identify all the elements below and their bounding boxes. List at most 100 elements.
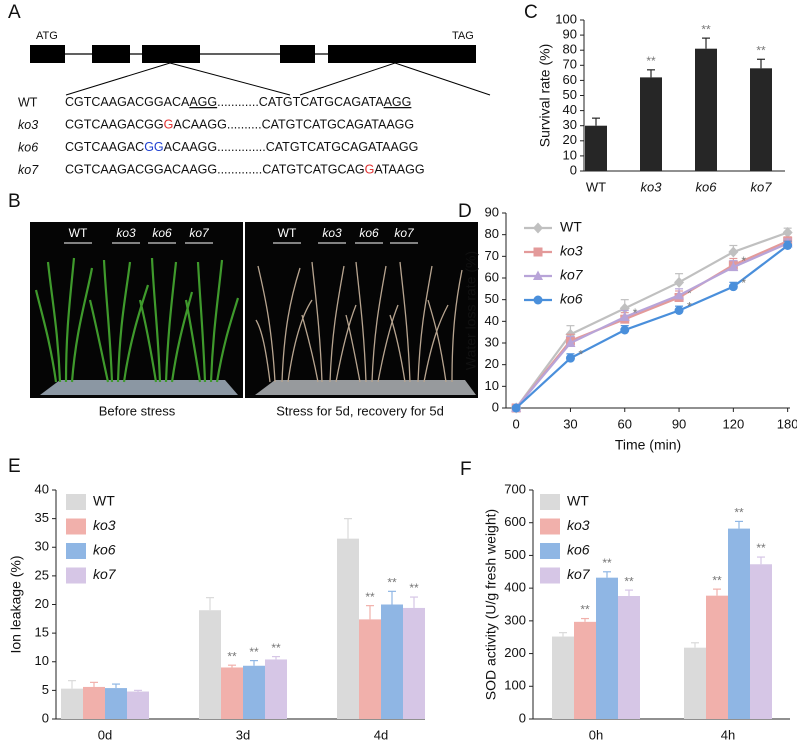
legend-label: ko3	[93, 517, 116, 533]
y-tick-label: 0	[42, 710, 49, 725]
error-bar	[735, 520, 743, 529]
y-tick-label: 10	[35, 653, 49, 668]
significance: **	[646, 54, 656, 68]
bar	[585, 125, 607, 171]
error-bar	[388, 590, 396, 605]
legend-label: ko6	[567, 542, 590, 558]
significance: **	[271, 641, 281, 655]
y-tick-label: 20	[485, 356, 499, 371]
y-axis-label: Water loss rate (%)	[463, 251, 479, 370]
sequence-segment: CGTCAAGACGGACA	[65, 95, 190, 109]
y-tick-label: 40	[563, 102, 577, 117]
error-bar	[366, 605, 374, 620]
error-bar	[134, 689, 142, 692]
legend-swatch	[540, 518, 560, 535]
significance: **	[387, 576, 397, 590]
significance: *	[687, 287, 692, 301]
x-tick-label: ko6	[696, 179, 718, 194]
photo-label: ko7	[189, 226, 210, 240]
x-tick-label: WT	[586, 179, 606, 194]
panel-label: D	[458, 201, 472, 222]
significance: **	[624, 574, 634, 588]
significance: **	[365, 590, 375, 604]
bar	[61, 688, 83, 719]
significance: **	[734, 506, 744, 520]
significance: *	[633, 306, 638, 320]
sequence: CGTCAAGACGGGACAAGG..........CATGTCATGCAG…	[65, 118, 414, 132]
line	[515, 231, 789, 409]
genotype-name: WT	[18, 95, 38, 109]
significance: **	[756, 43, 766, 57]
bar	[381, 604, 403, 719]
y-tick-label: 20	[563, 132, 577, 147]
x-tick-label: ko7	[751, 179, 773, 194]
bar	[750, 564, 772, 719]
error-bar	[702, 37, 710, 49]
line	[515, 242, 789, 409]
marker	[728, 246, 739, 258]
x-tick-label: 30	[563, 416, 577, 431]
x-tick-label: 0d	[98, 727, 112, 741]
panel-label: B	[8, 191, 21, 212]
stop-codon: TAG	[452, 30, 474, 42]
significance: *	[741, 254, 746, 268]
marker	[620, 325, 630, 335]
x-tick-label: 180	[777, 416, 797, 431]
sequence-segment: AGG	[384, 95, 412, 109]
sequence-segment: GG	[144, 140, 163, 154]
y-tick-label: 600	[504, 514, 526, 529]
y-tick-label: 0	[570, 162, 577, 177]
photo-label: ko7	[394, 226, 415, 240]
legend-swatch	[66, 494, 86, 510]
sequence-segment: CGTCAAGAC	[65, 140, 144, 154]
y-tick-label: 20	[35, 596, 49, 611]
x-tick-label: 90	[672, 416, 686, 431]
sequence-segment: G	[164, 118, 174, 132]
bar	[359, 619, 381, 719]
photo-after	[245, 222, 478, 398]
marker	[674, 289, 685, 300]
marker	[565, 337, 576, 347]
marker	[533, 270, 543, 280]
gene-diagram: ATG TAG	[30, 30, 491, 96]
y-tick-label: 35	[35, 510, 49, 525]
y-tick-label: 100	[555, 11, 577, 26]
error-bar	[757, 58, 765, 69]
y-tick-label: 80	[563, 42, 577, 57]
bar	[105, 688, 127, 719]
legend-label: WT	[560, 219, 582, 235]
significance: **	[580, 603, 590, 617]
marker	[728, 282, 738, 292]
y-tick-label: 60	[485, 269, 499, 284]
legend-label: ko7	[560, 267, 584, 283]
legend-label: ko6	[560, 291, 583, 307]
genotype-name: ko3	[18, 118, 38, 132]
error-bar	[68, 680, 76, 689]
marker	[565, 353, 575, 363]
error-bar	[112, 683, 120, 689]
marker	[511, 403, 521, 413]
legend-swatch	[540, 567, 560, 584]
error-bar	[559, 632, 567, 637]
legend-label: ko3	[560, 243, 583, 259]
marker	[728, 261, 739, 272]
significance: **	[409, 581, 419, 595]
legend-label: WT	[93, 493, 115, 509]
y-tick-label: 50	[485, 291, 499, 306]
photo-label: ko3	[322, 226, 342, 240]
significance: **	[249, 645, 259, 659]
y-tick-label: 0	[519, 710, 526, 725]
panel-label: E	[8, 456, 21, 477]
legend-label: ko6	[93, 542, 116, 558]
sequence-segment: ............CATGTCATGCAGATA	[217, 95, 384, 109]
photo-caption: Stress for 5d, recovery for 5d	[276, 403, 444, 418]
x-tick-label: 0	[513, 416, 520, 431]
bar	[618, 595, 640, 719]
error-bar	[272, 655, 280, 660]
legend-swatch	[540, 494, 560, 510]
error-bar	[647, 69, 655, 78]
bar	[221, 667, 243, 719]
y-axis-label: Survival rate (%)	[537, 44, 553, 147]
sequence-segment: ATAAGG	[374, 163, 424, 177]
y-tick-label: 30	[485, 334, 499, 349]
